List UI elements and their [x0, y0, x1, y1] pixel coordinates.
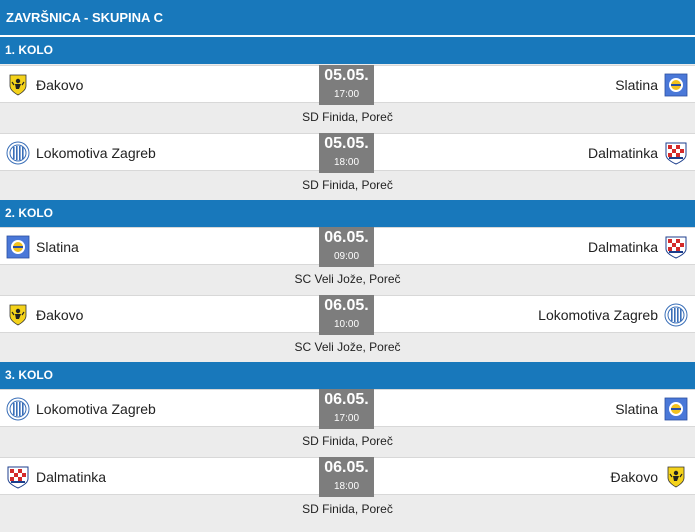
away-team-name: Slatina — [615, 401, 658, 417]
match-date: 05.05. — [324, 135, 369, 152]
away-team[interactable]: Lokomotiva Zagreb — [538, 296, 688, 334]
match-row[interactable]: Lokomotiva Zagreb 05.05. 18:00 Dalmatink… — [0, 133, 695, 173]
away-team[interactable]: Dalmatinka — [588, 134, 688, 172]
home-team-name: Đakovo — [36, 77, 84, 93]
match-row[interactable]: Đakovo 05.05. 17:00 Slatina — [0, 65, 695, 105]
round-header-1: 1. KOLO — [0, 37, 695, 64]
away-team-name: Dalmatinka — [587, 239, 658, 255]
home-team-name: Slatina — [36, 239, 79, 255]
away-team-name: Lokomotiva Zagreb — [538, 307, 658, 323]
match-datetime: 06.05. 18:00 — [319, 457, 374, 497]
home-team[interactable]: Lokomotiva Zagreb — [6, 390, 156, 428]
match-time: 18:00 — [333, 157, 360, 168]
match-date: 06.05. — [324, 391, 369, 408]
match-date: 06.05. — [324, 229, 369, 246]
dalmatinka-logo-icon — [6, 465, 30, 489]
match-date: 06.05. — [324, 459, 369, 476]
match-venue: SD Finida, Poreč — [302, 434, 393, 448]
match-row[interactable]: Slatina 06.05. 09:00 Dalmatinka — [0, 227, 695, 267]
dakovo-logo-icon — [6, 303, 30, 327]
match-time: 18:00 — [333, 481, 360, 492]
away-team[interactable]: Slatina — [615, 390, 688, 428]
match-venue: SD Finida, Poreč — [302, 178, 393, 192]
lokomotiva-logo-icon — [6, 141, 30, 165]
match-venue: SD Finida, Poreč — [302, 110, 393, 124]
match-venue: SC Veli Jože, Poreč — [294, 340, 401, 354]
home-team[interactable]: Đakovo — [6, 296, 83, 334]
match-date: 06.05. — [324, 297, 369, 314]
match-row[interactable]: Lokomotiva Zagreb 06.05. 17:00 Slatina — [0, 389, 695, 429]
slatina-logo-icon — [6, 235, 30, 259]
match-venue: SC Veli Jože, Poreč — [294, 272, 401, 286]
home-team[interactable]: Đakovo — [6, 66, 83, 104]
match-datetime: 06.05. 09:00 — [319, 227, 374, 267]
match-row[interactable]: Dalmatinka 06.05. 18:00 Đakovo — [0, 457, 695, 497]
lokomotiva-logo-icon — [6, 397, 30, 421]
home-team[interactable]: Dalmatinka — [6, 458, 106, 496]
home-team[interactable]: Slatina — [6, 228, 79, 266]
match-time: 17:00 — [333, 89, 360, 100]
dakovo-logo-icon — [6, 73, 30, 97]
home-team-name: Dalmatinka — [36, 469, 107, 485]
match-datetime: 06.05. 10:00 — [319, 295, 374, 335]
round-header-3: 3. KOLO — [0, 362, 695, 389]
home-team-name: Đakovo — [36, 307, 84, 323]
match-time: 10:00 — [333, 319, 360, 330]
match-datetime: 05.05. 18:00 — [319, 133, 374, 173]
home-team-name: Lokomotiva Zagreb — [36, 401, 156, 417]
round-header-2: 2. KOLO — [0, 200, 695, 227]
dalmatinka-logo-icon — [664, 141, 688, 165]
away-team[interactable]: Dalmatinka — [588, 228, 688, 266]
away-team-name: Slatina — [615, 77, 658, 93]
away-team[interactable]: Đakovo — [611, 458, 688, 496]
home-team-name: Lokomotiva Zagreb — [36, 145, 156, 161]
lokomotiva-logo-icon — [664, 303, 688, 327]
match-time: 17:00 — [333, 413, 360, 424]
match-row[interactable]: Đakovo 06.05. 10:00 Lokomotiva Zagreb — [0, 295, 695, 335]
home-team[interactable]: Lokomotiva Zagreb — [6, 134, 156, 172]
dakovo-logo-icon — [664, 465, 688, 489]
dalmatinka-logo-icon — [664, 235, 688, 259]
match-datetime: 06.05. 17:00 — [319, 389, 374, 429]
away-team[interactable]: Slatina — [615, 66, 688, 104]
away-team-name: Đakovo — [610, 469, 658, 485]
match-date: 05.05. — [324, 67, 369, 84]
slatina-logo-icon — [664, 73, 688, 97]
away-team-name: Dalmatinka — [587, 145, 658, 161]
page-title: ZAVRŠNICA - SKUPINA C — [0, 0, 695, 37]
match-venue: SD Finida, Poreč — [302, 502, 393, 516]
slatina-logo-icon — [664, 397, 688, 421]
match-time: 09:00 — [333, 251, 360, 262]
match-datetime: 05.05. 17:00 — [319, 65, 374, 105]
